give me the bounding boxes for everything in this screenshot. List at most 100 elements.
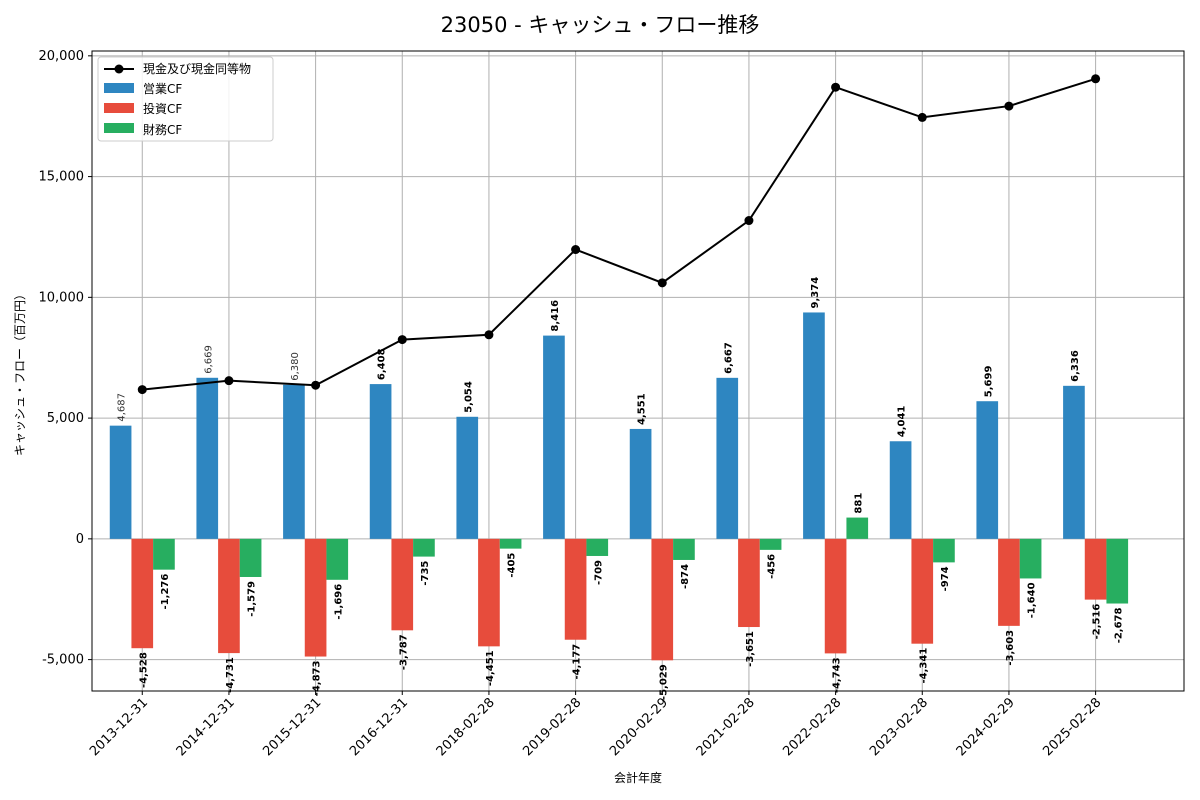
bar xyxy=(911,538,934,644)
bar-value-label: -1,579 xyxy=(247,581,258,617)
x-axis-label: 会計年度 xyxy=(614,770,662,785)
bar-value-label: 4,551 xyxy=(637,393,648,425)
bar-value-label: -874 xyxy=(680,564,691,589)
cash-point xyxy=(917,112,927,122)
bar xyxy=(998,538,1020,626)
x-tick-label: 2023-02-28 xyxy=(867,695,931,759)
bar xyxy=(824,538,847,654)
bar-labels-layer: 4,687 6,669 6,380 6,408 5,054 8,416 4,551 6,667… xyxy=(117,277,1125,700)
line-layer xyxy=(137,74,1101,395)
legend-swatch-operating xyxy=(104,83,134,93)
bar-value-label: -4,341 xyxy=(918,648,929,684)
bar xyxy=(239,538,262,577)
cash-point xyxy=(744,216,754,226)
bar xyxy=(651,538,674,661)
bar xyxy=(283,384,305,539)
bars-layer xyxy=(109,312,1129,661)
bar-value-label: -3,603 xyxy=(1005,630,1016,666)
bar-value-label: -3,651 xyxy=(745,631,756,667)
bar-value-label: 6,380 xyxy=(290,352,301,381)
bar xyxy=(1063,385,1085,539)
bar-value-label: 8,416 xyxy=(550,300,561,332)
bar-value-label: -4,451 xyxy=(485,650,496,686)
bar-value-label: -4,731 xyxy=(225,657,236,693)
bar xyxy=(218,538,240,654)
bar-value-label: 6,336 xyxy=(1070,350,1081,382)
x-tick-label: 2016-12-31 xyxy=(347,695,411,759)
cash-point xyxy=(831,82,841,92)
cash-point xyxy=(657,278,667,288)
legend-swatch-investing xyxy=(104,103,134,113)
bar-value-label: -1,276 xyxy=(160,574,171,610)
x-tick-label: 2013-12-31 xyxy=(87,695,151,759)
bar-value-label: 6,408 xyxy=(377,348,388,380)
bar-value-label: -4,873 xyxy=(312,660,323,696)
y-tick-label: 5,000 xyxy=(47,411,84,426)
bar-value-label: -5,029 xyxy=(658,664,669,700)
bar xyxy=(976,401,999,539)
bar-value-label: -709 xyxy=(593,560,604,585)
chart-title: 23050 - キャッシュ・フロー推移 xyxy=(441,13,760,37)
x-tick-label: 2019-02-28 xyxy=(520,695,584,759)
bar-value-label: -2,516 xyxy=(1092,604,1103,640)
bar xyxy=(716,377,739,539)
bar xyxy=(889,441,912,539)
cash-point xyxy=(137,385,147,395)
bar xyxy=(478,538,500,647)
bar-value-label: -2,678 xyxy=(1113,607,1124,643)
y-tick-label: -5,000 xyxy=(42,653,84,668)
bar xyxy=(673,538,695,560)
bar-value-label: 881 xyxy=(853,493,864,514)
y-tick-label: 20,000 xyxy=(39,49,85,64)
bar-value-label: -4,528 xyxy=(138,652,149,688)
bar xyxy=(499,538,522,549)
cash-line xyxy=(142,77,1096,391)
x-tick-label: 2015-12-31 xyxy=(260,695,324,759)
legend-label-investing: 投資CF xyxy=(143,101,182,116)
bar-value-label: 6,669 xyxy=(203,345,214,374)
cash-point xyxy=(397,335,407,345)
cash-point xyxy=(1091,74,1101,84)
x-tick-label: 2020-02-29 xyxy=(607,695,671,759)
bar-value-label: -4,743 xyxy=(832,657,843,693)
bar xyxy=(1106,538,1129,604)
cash-point xyxy=(1004,101,1014,111)
bar-value-label: 4,687 xyxy=(117,393,128,422)
x-tick-label: 2018-02-28 xyxy=(434,695,498,759)
bar xyxy=(131,538,154,649)
bar xyxy=(846,517,869,539)
bar-value-label: 5,054 xyxy=(463,381,474,413)
bar xyxy=(153,538,175,570)
legend-line-marker xyxy=(114,64,124,74)
bar xyxy=(304,538,327,657)
bar xyxy=(933,538,955,563)
legend-label-operating: 営業CF xyxy=(143,82,182,96)
cash-point xyxy=(311,380,321,390)
x-tick-label: 2024-02-29 xyxy=(954,695,1018,759)
legend-label-financing: 財務CF xyxy=(143,122,182,137)
bar-value-label: 6,667 xyxy=(723,342,734,374)
bar xyxy=(196,377,219,539)
legend-box xyxy=(97,56,274,142)
y-axis-label: キャッシュ・フロー（百万円） xyxy=(13,288,27,456)
bar-value-label: 9,374 xyxy=(810,277,821,309)
bar xyxy=(738,538,760,628)
cash-point xyxy=(224,376,234,386)
bar xyxy=(586,538,609,556)
plot-frame xyxy=(91,50,1185,692)
bar-value-label: 4,041 xyxy=(897,406,908,438)
bar xyxy=(564,538,587,640)
cash-point xyxy=(571,245,581,255)
bar xyxy=(369,384,392,539)
bar xyxy=(1019,538,1042,579)
legend: 現金及び現金同等物 営業CF 投資CF 財務CF xyxy=(97,56,274,142)
bar-value-label: -735 xyxy=(420,561,431,586)
y-tick-label: 0 xyxy=(76,532,84,547)
bar-value-label: -4,177 xyxy=(572,644,583,680)
bar-value-label: -1,640 xyxy=(1027,582,1038,618)
y-tick-label: 15,000 xyxy=(39,170,85,185)
bar xyxy=(413,538,435,557)
y-tick-label: 10,000 xyxy=(39,290,85,305)
